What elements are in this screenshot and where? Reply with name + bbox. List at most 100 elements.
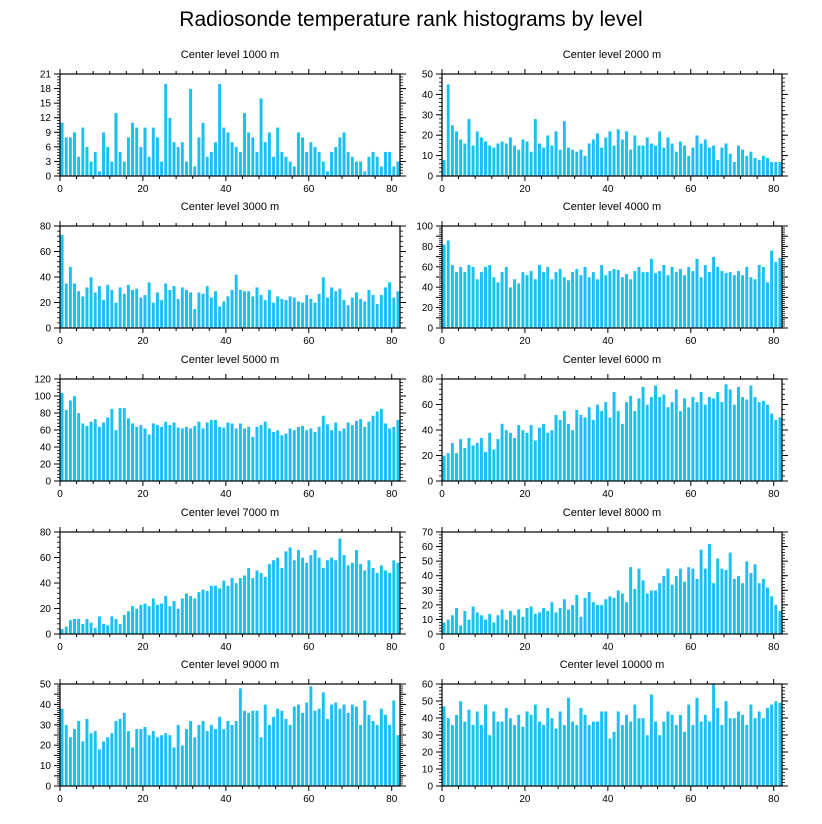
histogram-bar [695,697,699,787]
histogram-bar [715,391,720,482]
histogram-bar [649,396,654,482]
histogram-bar [197,591,201,635]
histogram-bar [458,700,463,787]
histogram-bar [109,408,114,482]
histogram-bar [471,266,475,329]
histogram-bar [197,136,201,177]
x-tick-label: 80 [386,184,398,195]
histogram-bar [134,608,139,635]
histogram-bar [487,264,492,329]
panel-title: Center level 6000 m [563,354,661,366]
histogram-panel: Center level 8000 m 0 20 40 60 80 0 10 20 30 40 50 6… [422,507,788,653]
histogram-bar [168,289,172,329]
histogram-bar [379,294,384,329]
histogram-bar [275,708,280,787]
histogram-bar [483,704,488,787]
histogram-bar [508,432,513,482]
x-tick-label: 0 [57,489,63,500]
histogram-bar [500,721,504,787]
y-tick-label: 120 [34,375,51,386]
histogram-bar [728,717,733,787]
histogram-bar [362,426,367,482]
histogram-bar [383,151,388,177]
histogram-bar [159,734,164,787]
histogram-bar [271,156,276,177]
histogram-bar [72,728,77,787]
histogram-bar [391,559,396,635]
histogram-bar [711,397,716,482]
x-tick-label: 20 [137,184,149,195]
histogram-bar [304,562,309,635]
histogram-bar [579,616,583,635]
histogram-bar [462,610,467,635]
histogram-bar [342,132,346,177]
y-tick-label: 40 [422,426,434,437]
histogram-bar [467,709,471,787]
histogram-bar [271,716,276,787]
histogram-bar [545,432,550,482]
x-tick-label: 40 [220,489,232,500]
histogram-bar [757,582,762,635]
histogram-bar [487,613,492,635]
histogram-bar [475,278,480,329]
histogram-bar [632,134,637,177]
histogram-bar [666,711,670,787]
histogram-bar [109,615,114,635]
histogram-bar [740,149,745,177]
histogram-bar [358,161,363,177]
histogram-bar [346,712,351,787]
histogram-bar [396,290,400,329]
histogram-bar [246,132,251,177]
histogram-bar [184,728,189,787]
histogram-bar [686,266,691,329]
histogram-bar [462,271,467,329]
histogram-bar [550,601,554,635]
histogram-bar [288,161,292,177]
histogram-panel: Center level 10000 m 0 20 40 60 80 0 10 20 30 40 50… [422,659,788,805]
histogram-bar [246,712,251,787]
histogram-bar [483,619,488,635]
histogram-bar [778,161,782,177]
y-tick-label: 50 [422,557,434,568]
y-tick-label: 0 [427,630,433,641]
histogram-bar [728,389,733,482]
histogram-bar [325,718,330,787]
histogram-bar [209,151,214,177]
histogram-panel: Center level 3000 m 0 20 40 60 80 0 20 40 60 80 [40,201,406,347]
histogram-bar [188,595,193,635]
histogram-bar [325,170,330,177]
histogram-bar [500,141,504,177]
histogram-bar [375,303,380,329]
histogram-bar [475,130,480,177]
histogram-bar [300,425,305,482]
histogram-bar [76,618,81,635]
histogram-bar [525,711,529,787]
histogram-bar [230,577,234,635]
histogram-bar [147,156,152,177]
histogram-bar [616,128,621,177]
histogram-bar [383,423,388,482]
histogram-bar [533,118,538,177]
y-tick-label: 0 [45,324,51,335]
histogram-bar [279,710,284,787]
histogram-bar [525,141,529,177]
histogram-bar [296,301,301,329]
histogram-bar [690,724,695,787]
histogram-bar [645,593,650,635]
x-tick-label: 60 [685,794,697,805]
y-tick-label: 80 [40,222,52,233]
histogram-bar [765,587,770,635]
histogram-panel: Center level 9000 m 0 20 40 60 80 0 10 20 30 40 50 [40,659,406,805]
histogram-bar [442,159,446,177]
histogram-bar [491,448,496,482]
histogram-bar [85,425,89,482]
histogram-bar [122,161,127,177]
histogram-bar [375,411,380,482]
histogram-bar [682,145,687,177]
histogram-bar [574,151,579,177]
histogram-bar [338,136,342,177]
histogram-bar [122,407,127,482]
histogram-bar [558,419,563,482]
histogram-bar [620,276,625,329]
histogram-bar [545,707,550,787]
